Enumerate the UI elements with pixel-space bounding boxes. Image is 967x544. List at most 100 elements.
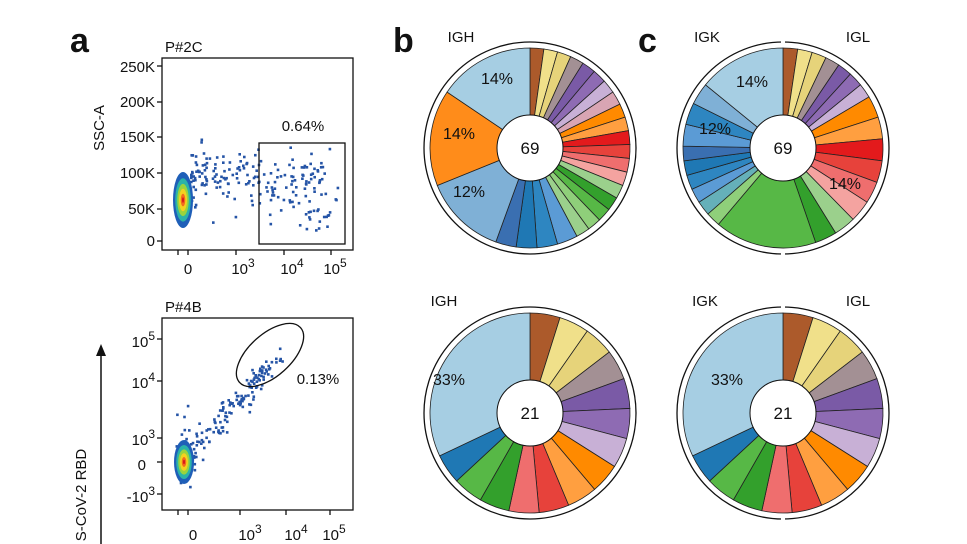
event-dot bbox=[180, 433, 184, 436]
gate-percentage: 0.64% bbox=[282, 118, 325, 135]
event-dot bbox=[216, 181, 220, 184]
event-dot bbox=[320, 193, 323, 196]
event-dot bbox=[322, 215, 326, 219]
event-dot bbox=[252, 184, 255, 187]
event-dot bbox=[275, 361, 278, 364]
event-dot bbox=[195, 444, 199, 447]
event-dot bbox=[262, 378, 265, 381]
event-dot bbox=[267, 368, 271, 371]
event-dot bbox=[203, 184, 206, 187]
event-dot bbox=[251, 380, 254, 384]
event-dot bbox=[267, 373, 270, 376]
event-dot bbox=[318, 220, 322, 223]
event-dot bbox=[185, 437, 188, 441]
clone-count: 21 bbox=[774, 404, 793, 423]
event-dot bbox=[269, 198, 273, 202]
event-dot bbox=[204, 192, 208, 196]
event-dot bbox=[316, 169, 319, 172]
event-dot bbox=[249, 379, 253, 383]
event-dot bbox=[213, 175, 217, 178]
x-tick-label: 104 bbox=[280, 256, 304, 278]
event-dot bbox=[260, 374, 263, 378]
event-dot bbox=[281, 360, 284, 363]
event-dot bbox=[203, 163, 207, 167]
event-dot bbox=[250, 386, 253, 389]
event-dot bbox=[328, 147, 332, 151]
event-dot bbox=[313, 190, 316, 193]
event-dot bbox=[320, 177, 324, 181]
event-dot bbox=[231, 173, 235, 177]
y-tick-label: 105 bbox=[132, 329, 156, 351]
chain-label-igk: IGK bbox=[694, 29, 720, 46]
slice-percentage: 14% bbox=[829, 176, 861, 193]
event-dot bbox=[276, 176, 279, 179]
event-dot bbox=[228, 161, 232, 164]
slice-percentage: 33% bbox=[711, 372, 743, 389]
clone-count: 69 bbox=[774, 139, 793, 158]
y-tick-label: 103 bbox=[132, 427, 156, 449]
pie-chart-igh-bottom: IGH 21 33% bbox=[423, 293, 637, 520]
plot-frame bbox=[161, 57, 354, 251]
event-dot bbox=[311, 172, 315, 175]
event-dot bbox=[245, 161, 249, 165]
event-dot bbox=[291, 179, 294, 183]
event-dot bbox=[316, 209, 319, 213]
event-dot bbox=[194, 178, 197, 182]
event-dot bbox=[221, 192, 225, 195]
event-dot bbox=[298, 224, 302, 227]
event-dot bbox=[252, 372, 255, 375]
event-dot bbox=[304, 213, 308, 216]
event-dot bbox=[251, 165, 255, 168]
flow-plot-p4b: P#4B S-CoV-2 RBD 105 104 103 0 -103 0 10… bbox=[73, 299, 354, 544]
event-dot bbox=[205, 166, 208, 170]
event-dot bbox=[228, 168, 231, 171]
event-dot bbox=[292, 166, 295, 170]
slice-percentage: 12% bbox=[453, 184, 485, 201]
event-dot bbox=[176, 413, 179, 417]
event-dot bbox=[235, 177, 239, 180]
event-dot bbox=[212, 169, 215, 173]
event-dot bbox=[220, 175, 223, 179]
event-dot bbox=[318, 180, 321, 183]
y-tick-label: 150K bbox=[120, 129, 155, 146]
event-dot bbox=[242, 167, 246, 170]
event-dot bbox=[205, 179, 209, 183]
event-dot bbox=[194, 206, 197, 209]
event-dot bbox=[190, 443, 193, 446]
event-dot bbox=[223, 169, 226, 173]
event-dot bbox=[213, 420, 217, 424]
event-dot bbox=[328, 211, 332, 214]
clone-count: 21 bbox=[521, 404, 540, 423]
event-dot bbox=[266, 181, 270, 185]
event-dot bbox=[200, 141, 203, 144]
event-dot bbox=[218, 185, 222, 189]
event-dot bbox=[219, 179, 222, 183]
x-tick-label: 0 bbox=[184, 261, 192, 278]
y-tick-label: -103 bbox=[127, 484, 156, 506]
event-dot bbox=[282, 198, 286, 202]
event-dot bbox=[313, 187, 316, 190]
event-dot bbox=[201, 164, 205, 167]
event-dot bbox=[243, 155, 246, 159]
event-dot bbox=[295, 186, 298, 189]
event-dot bbox=[285, 186, 288, 189]
event-dot bbox=[222, 176, 226, 180]
y-tick-label: 100K bbox=[120, 165, 155, 182]
outer-ring bbox=[423, 41, 637, 255]
y-tick-label: 200K bbox=[120, 94, 155, 111]
event-dot bbox=[313, 167, 316, 171]
event-dot bbox=[183, 415, 186, 419]
event-dot bbox=[208, 157, 212, 160]
event-dot bbox=[238, 403, 242, 407]
event-dot bbox=[247, 181, 250, 185]
event-dot bbox=[288, 201, 292, 204]
event-dot bbox=[312, 209, 316, 213]
event-dot bbox=[205, 178, 208, 181]
event-dot bbox=[270, 360, 274, 364]
flow-plot-title: P#2C bbox=[165, 39, 203, 56]
x-tick-label: 105 bbox=[323, 256, 347, 278]
event-dot bbox=[321, 165, 325, 169]
slice-percentage: 14% bbox=[736, 74, 768, 91]
event-dot bbox=[276, 195, 280, 199]
slice-percentage: 14% bbox=[481, 71, 513, 88]
